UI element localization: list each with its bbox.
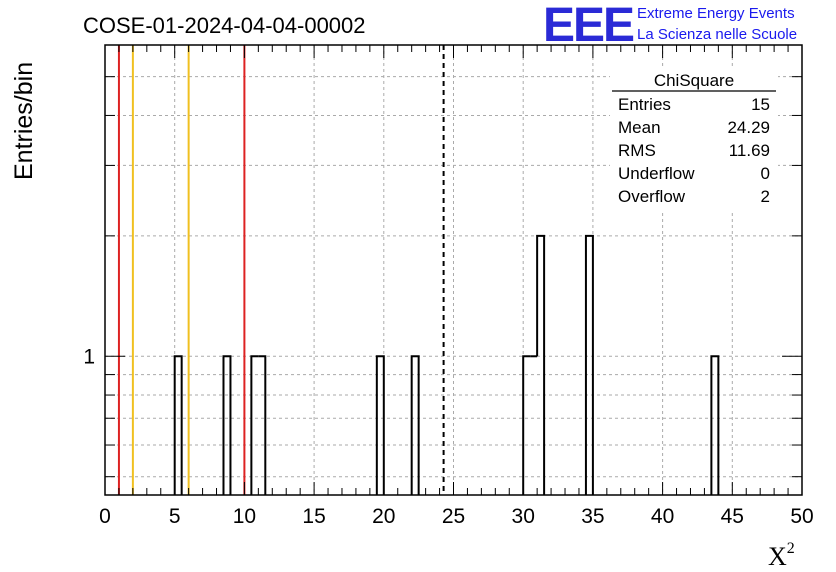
x-tick-label: 5	[169, 505, 181, 528]
logo-mark: EEE	[543, 0, 634, 52]
x-tick-label: 30	[512, 505, 535, 528]
x-tick-label: 15	[302, 505, 325, 528]
stats-row-label: Overflow	[618, 187, 686, 206]
axis-ticks	[104, 44, 803, 495]
histogram-bin	[710, 355, 720, 495]
histogram-bin	[375, 355, 385, 495]
histogram-bin	[258, 355, 267, 495]
x-axis-label-base: X	[768, 542, 787, 571]
stats-row-value: 0	[761, 164, 770, 183]
histogram	[173, 234, 720, 495]
histogram-bin	[536, 234, 546, 495]
y-axis-label: Entries/bin	[10, 62, 38, 180]
stats-row-value: 15	[751, 95, 770, 114]
histogram-bin	[222, 355, 232, 495]
y-tick-labels: 1	[83, 345, 95, 368]
vertical-lines	[117, 45, 445, 495]
histogram-bin	[584, 234, 594, 495]
stats-row-label: RMS	[618, 141, 656, 160]
stats-box-background	[610, 68, 778, 210]
x-tick-label: 10	[233, 505, 256, 528]
stats-row-label: Underflow	[618, 164, 695, 183]
x-axis-label: X2	[768, 540, 795, 571]
stats-row-label: Mean	[618, 118, 661, 137]
stats-row-value: 24.29	[727, 118, 770, 137]
stats-box: ChiSquare Entries 15 Mean 24.29 RMS 11.69 Unde…	[610, 68, 778, 210]
x-tick-label: 0	[99, 505, 111, 528]
x-tick-label: 45	[721, 505, 744, 528]
stats-row-value: 2	[761, 187, 770, 206]
stats-box-title: ChiSquare	[654, 71, 734, 90]
stats-row-value: 11.69	[729, 141, 770, 160]
logo-line-2: La Scienza nelle Scuole	[637, 26, 797, 43]
histogram-bin	[250, 355, 259, 495]
y-tick-label: 1	[83, 345, 95, 368]
histogram-bin	[410, 355, 420, 495]
logo-line-1: Extreme Energy Events	[637, 5, 795, 22]
histogram-bin	[522, 355, 531, 495]
logo: EEE Extreme Energy Events La Scienza nel…	[543, 0, 797, 52]
x-axis-label-sup: 2	[787, 540, 795, 557]
x-tick-label: 20	[372, 505, 395, 528]
svg-text:X2: X2	[768, 540, 795, 571]
x-tick-label: 40	[651, 505, 674, 528]
x-tick-label: 25	[442, 505, 465, 528]
chart-title: COSE-01-2024-04-04-00002	[83, 13, 366, 38]
grid	[105, 45, 802, 495]
x-tick-labels: 0 5 10 15 20 25 30 35 40 45 50	[99, 505, 814, 528]
x-tick-label: 35	[581, 505, 604, 528]
stats-row-label: Entries	[618, 95, 671, 114]
x-tick-label: 50	[790, 505, 813, 528]
histogram-bin	[173, 355, 183, 495]
